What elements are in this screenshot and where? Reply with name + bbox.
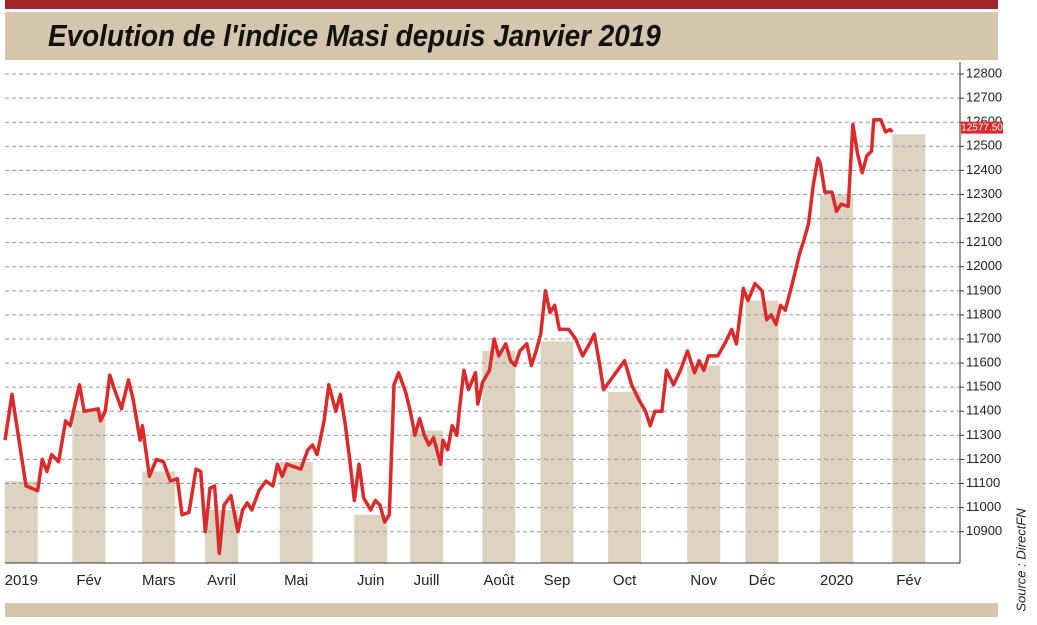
y-tick-label: 12200 bbox=[966, 210, 1002, 225]
bottom-band bbox=[5, 603, 998, 617]
y-tick-label: 11000 bbox=[966, 499, 1001, 514]
y-tick-label: 11400 bbox=[966, 403, 1001, 418]
y-tick-label: 11600 bbox=[966, 355, 1001, 370]
x-tick-label: Mars bbox=[142, 572, 175, 589]
month-bar bbox=[892, 134, 926, 563]
x-tick-label: Juill bbox=[414, 572, 440, 589]
y-tick-label: 12700 bbox=[966, 90, 1002, 105]
x-tick-label: 2019 bbox=[5, 572, 38, 589]
y-tick-label: 11300 bbox=[966, 427, 1001, 442]
x-tick-label: Août bbox=[483, 572, 515, 589]
y-tick-label: 10900 bbox=[966, 523, 1002, 538]
y-tick-label: 11100 bbox=[966, 475, 1000, 490]
source: Source : DirectFN bbox=[1013, 508, 1028, 612]
y-tick-label: 12400 bbox=[966, 162, 1002, 177]
month-bar bbox=[745, 300, 779, 563]
y-tick-label: 12000 bbox=[966, 258, 1002, 273]
month-bar bbox=[820, 194, 854, 564]
index-line bbox=[3, 118, 894, 556]
x-tick-label: Fév bbox=[896, 572, 922, 589]
y-tick-label: 11900 bbox=[966, 282, 1001, 297]
month-bar bbox=[279, 461, 313, 563]
x-tick-label: Oct bbox=[613, 572, 637, 589]
y-tick-label: 12300 bbox=[966, 186, 1002, 201]
x-tick-label: Avril bbox=[207, 572, 236, 589]
x-tick-label: 2020 bbox=[820, 572, 853, 589]
top-band bbox=[5, 0, 998, 9]
last-value-tag bbox=[961, 121, 1003, 134]
x-tick-label: Déc bbox=[749, 572, 776, 589]
month-bar bbox=[4, 481, 38, 563]
x-tick-label: Mai bbox=[284, 572, 308, 589]
y-tick-label: 12800 bbox=[966, 65, 1002, 80]
month-bar bbox=[482, 351, 516, 563]
x-tick-label: Nov bbox=[690, 572, 717, 589]
month-bar bbox=[72, 411, 106, 563]
y-tick-label: 11700 bbox=[966, 330, 1001, 345]
y-tick-label: 11500 bbox=[966, 379, 1001, 394]
month-bar bbox=[687, 365, 721, 563]
y-tick-label: 11800 bbox=[966, 306, 1001, 321]
x-tick-label: Juin bbox=[357, 572, 385, 589]
month-bar bbox=[540, 341, 574, 563]
x-tick-label: Sep bbox=[544, 572, 571, 589]
month-bar bbox=[354, 514, 388, 563]
title-band bbox=[5, 12, 998, 60]
x-tick-label: Fév bbox=[76, 572, 102, 589]
y-tick-label: 11200 bbox=[966, 451, 1001, 466]
y-tick-label: 12100 bbox=[966, 234, 1002, 249]
y-tick-label: 12500 bbox=[966, 138, 1002, 153]
month-bar bbox=[142, 471, 176, 563]
chart-title: Evolution de l'indice Masi depuis Janvie… bbox=[48, 19, 661, 54]
month-bar bbox=[608, 391, 642, 563]
last-value-label: 12577.50 bbox=[961, 122, 1003, 133]
